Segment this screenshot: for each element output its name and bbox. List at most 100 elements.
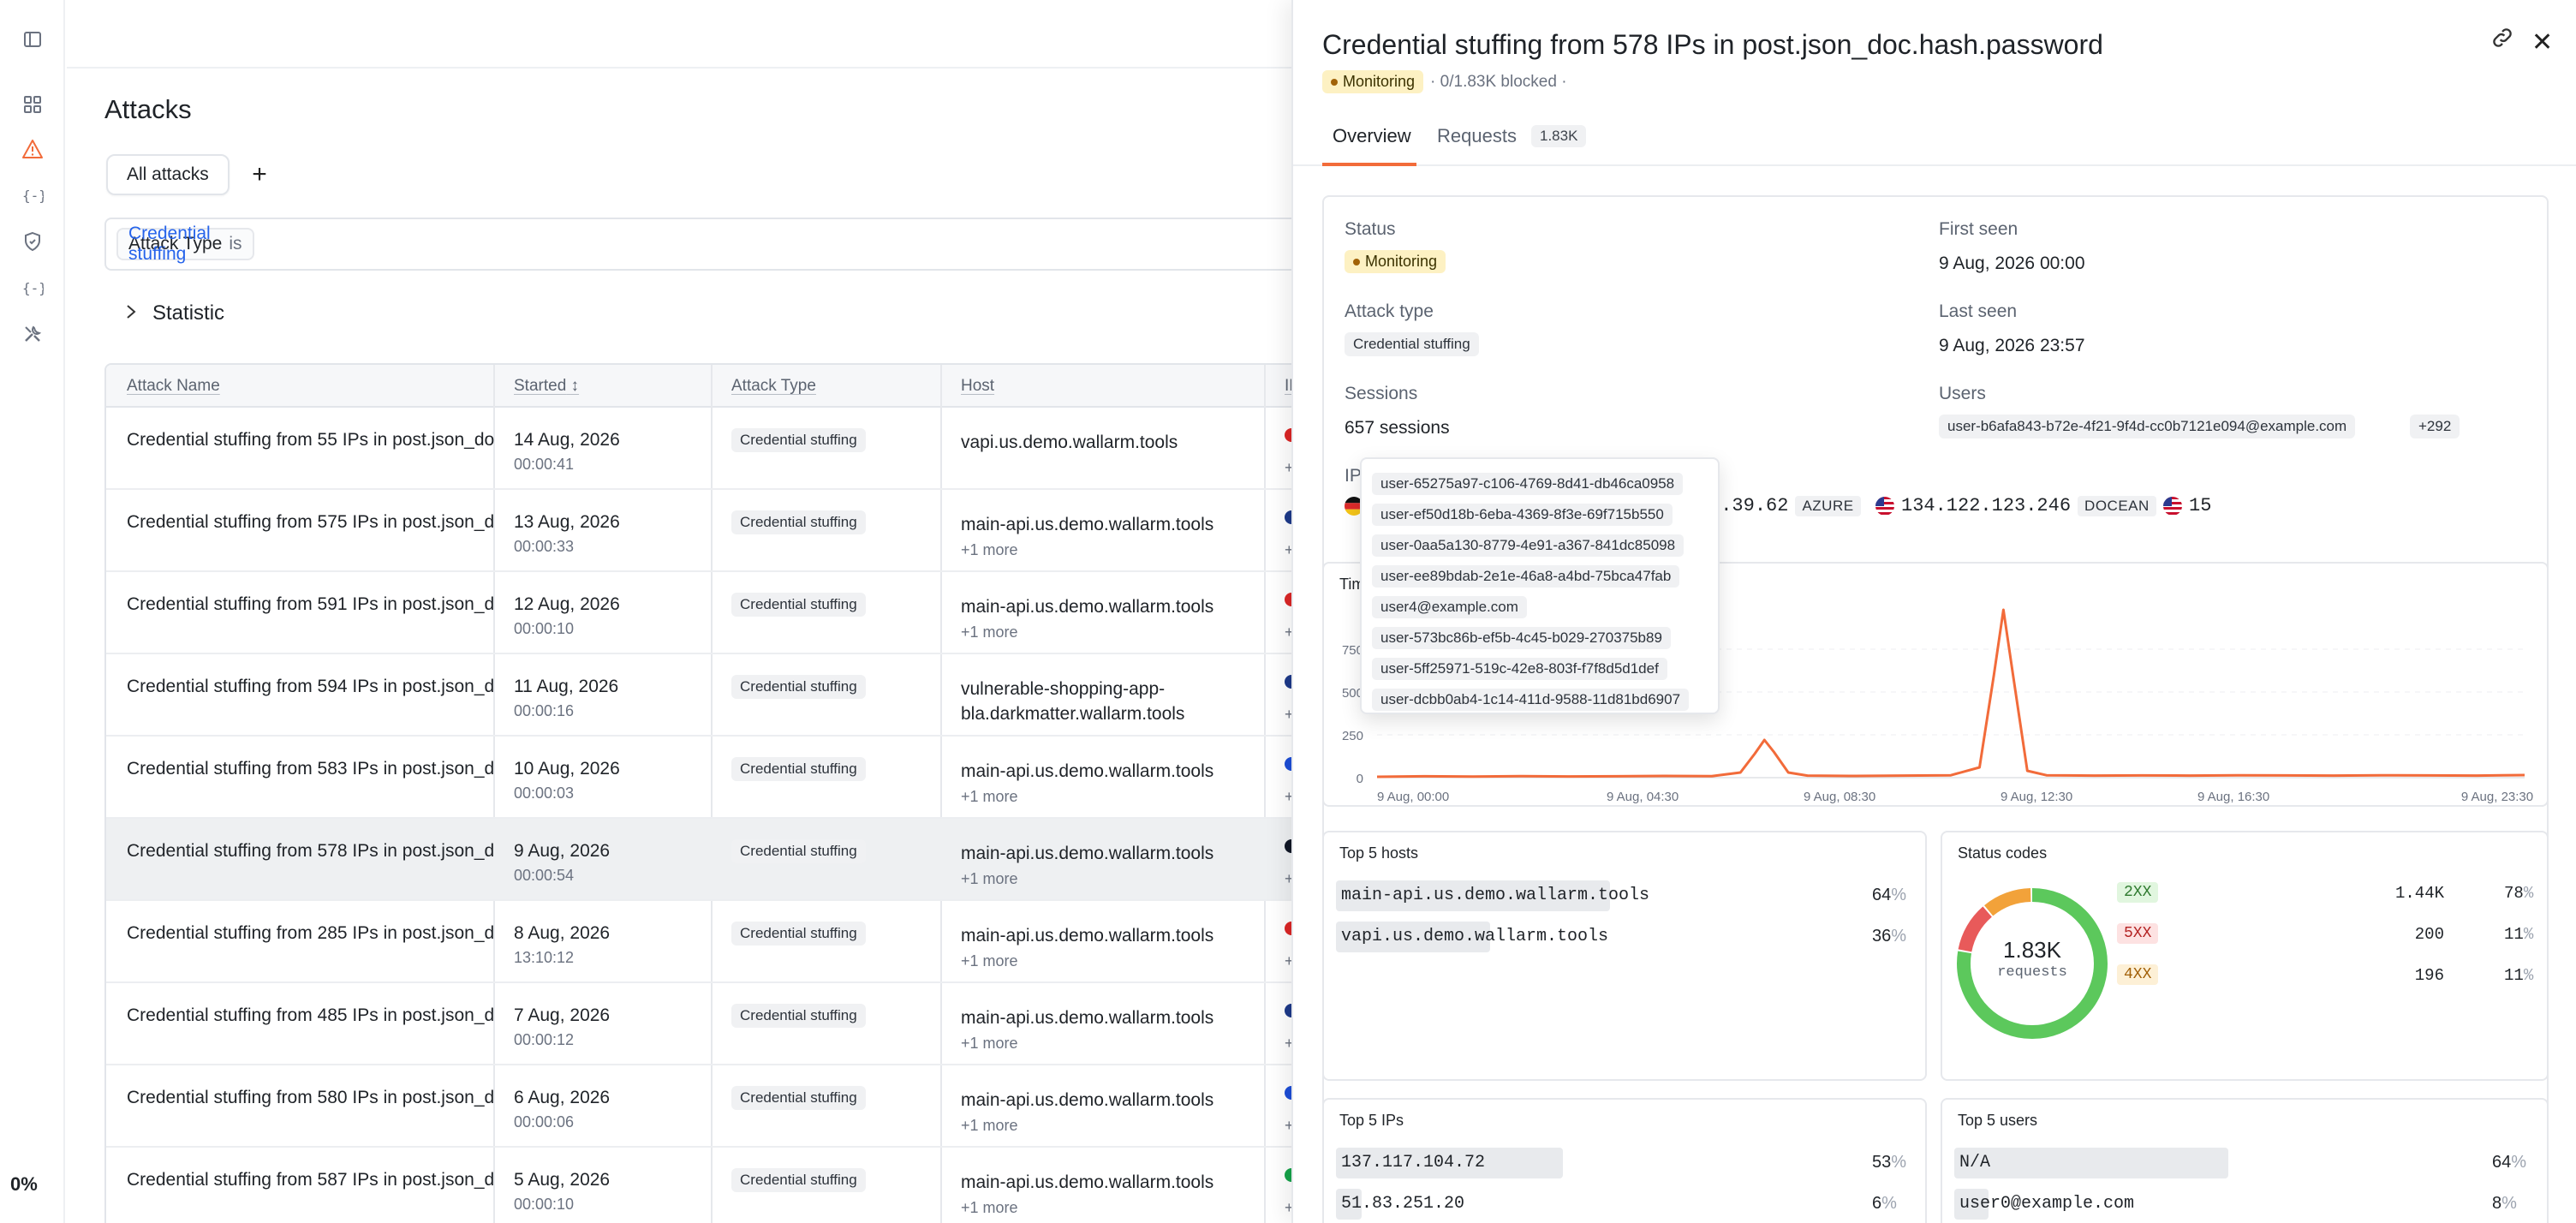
close-icon[interactable]: ✕: [2531, 28, 2554, 57]
tools-icon[interactable]: [19, 320, 46, 348]
attack-name[interactable]: Credential stuffing from 583 IPs in post…: [127, 759, 495, 779]
ip-more[interactable]: +: [1285, 541, 1294, 558]
dashboard-grid-icon[interactable]: [19, 91, 46, 118]
flag-us-icon: [1875, 496, 1894, 516]
user-chip[interactable]: user-ef50d18b-6eba-4369-8f3e-69f715b550: [1372, 504, 1673, 526]
attack-name[interactable]: Credential stuffing from 575 IPs in post…: [127, 512, 495, 532]
table-row[interactable]: Credential stuffing from 587 IPs in post…: [106, 1148, 1387, 1223]
user-chip[interactable]: user-5ff25971-519c-42e8-803f-f7f8d5d1def: [1372, 658, 1667, 680]
last-seen-value: 9 Aug, 2026 23:57: [1939, 336, 2085, 355]
attack-name[interactable]: Credential stuffing from 55 IPs in post.…: [127, 430, 495, 450]
user-chip[interactable]: user4@example.com: [1372, 596, 1527, 618]
bar-row[interactable]: N/A: [1954, 1148, 2434, 1178]
ip-more[interactable]: +: [1285, 788, 1294, 805]
host-name[interactable]: main-api.us.demo.wallarm.tools: [961, 597, 1214, 617]
table-header: Attack Name Started ↕ Attack Type Host I…: [106, 365, 1387, 408]
started-time: 00:00:10: [514, 1196, 575, 1213]
attack-type-label: Attack type: [1345, 301, 1434, 321]
bar-row[interactable]: user0@example.com: [1954, 1189, 2434, 1220]
users-more-chip[interactable]: +292: [2410, 415, 2460, 438]
table-row[interactable]: Credential stuffing from 583 IPs in post…: [106, 737, 1387, 819]
api-braces-icon-2[interactable]: {-}: [19, 274, 46, 301]
user-chip[interactable]: user-65275a97-c106-4769-8d41-db46ca0958: [1372, 473, 1684, 495]
sessions-value[interactable]: 657 sessions: [1345, 418, 1450, 438]
table-row[interactable]: Credential stuffing from 575 IPs in post…: [106, 490, 1387, 572]
col-host[interactable]: Host: [961, 377, 995, 395]
table-row[interactable]: Credential stuffing from 594 IPs in post…: [106, 654, 1387, 737]
col-started[interactable]: Started ↕: [514, 377, 579, 396]
tab-overview[interactable]: Overview: [1333, 125, 1411, 146]
table-row[interactable]: Credential stuffing from 580 IPs in post…: [106, 1065, 1387, 1148]
host-more-link[interactable]: +1 more: [961, 788, 1018, 805]
started-time: 00:00:33: [514, 538, 575, 555]
host-more-link[interactable]: +1 more: [961, 1035, 1018, 1052]
warning-triangle-icon[interactable]: [19, 135, 46, 163]
user-chip[interactable]: user-b6afa843-b72e-4f21-9f4d-cc0b7121e09…: [1939, 415, 2356, 438]
host-name[interactable]: main-api.us.demo.wallarm.tools: [961, 515, 1214, 534]
add-tab-button[interactable]: +: [252, 160, 267, 188]
bar-row[interactable]: 51.83.251.20: [1336, 1189, 1816, 1220]
donut-unit: requests: [1997, 964, 2067, 981]
attack-name[interactable]: Credential stuffing from 285 IPs in post…: [127, 923, 495, 943]
user-chip[interactable]: user-ee89bdab-2e1e-46a8-a4bd-75bca47fab: [1372, 565, 1680, 588]
host-more-link[interactable]: +1 more: [961, 870, 1018, 887]
progress-percent: 0%: [10, 1173, 38, 1195]
table-row[interactable]: Credential stuffing from 578 IPs in post…: [106, 819, 1387, 901]
link-icon[interactable]: [2490, 26, 2516, 51]
ip-more[interactable]: +: [1285, 1117, 1294, 1134]
bar-row[interactable]: vapi.us.demo.wallarm.tools: [1336, 922, 1816, 952]
table-row[interactable]: Credential stuffing from 285 IPs in post…: [106, 901, 1387, 983]
attack-name[interactable]: Credential stuffing from 578 IPs in post…: [127, 841, 495, 861]
ip-item[interactable]: 134.122.123.246 DOCEAN: [1875, 495, 2156, 516]
ip-more[interactable]: +: [1285, 870, 1294, 887]
ip-more[interactable]: +: [1285, 1199, 1294, 1216]
tab-all-attacks[interactable]: All attacks: [106, 154, 230, 195]
host-more-link[interactable]: +1 more: [961, 952, 1018, 969]
host-name[interactable]: vapi.us.demo.wallarm.tools: [961, 433, 1178, 452]
panel-toggle-icon[interactable]: [19, 26, 46, 53]
user-chip[interactable]: user-573bc86b-ef5b-4c45-b029-270375b89: [1372, 627, 1671, 649]
status-label: Status: [1345, 219, 1396, 239]
ip-more[interactable]: +: [1285, 623, 1294, 641]
col-attack-type[interactable]: Attack Type: [731, 377, 816, 395]
host-name[interactable]: main-api.us.demo.wallarm.tools: [961, 1172, 1214, 1192]
attack-name[interactable]: Credential stuffing from 594 IPs in post…: [127, 677, 495, 696]
ip-more[interactable]: +: [1285, 459, 1294, 476]
host-name[interactable]: main-api.us.demo.wallarm.tools: [961, 844, 1214, 863]
attack-name[interactable]: Credential stuffing from 591 IPs in post…: [127, 594, 495, 614]
filter-chip[interactable]: Attack Type is Credential stuffing: [116, 224, 254, 264]
status-codes-donut: [1957, 888, 2108, 1039]
table-row[interactable]: Credential stuffing from 55 IPs in post.…: [106, 408, 1387, 490]
top-hosts-card: Top 5 hosts main-api.us.demo.wallarm.too…: [1322, 831, 1927, 1081]
host-name[interactable]: main-api.us.demo.wallarm.tools: [961, 926, 1214, 946]
shield-icon[interactable]: [19, 228, 46, 255]
host-name[interactable]: main-api.us.demo.wallarm.tools: [961, 1090, 1214, 1110]
api-braces-icon[interactable]: {-}: [19, 182, 46, 209]
col-attack-name[interactable]: Attack Name: [127, 377, 220, 395]
attack-name[interactable]: Credential stuffing from 485 IPs in post…: [127, 1005, 495, 1025]
filter-bar[interactable]: Attack Type is Credential stuffing: [104, 218, 1389, 271]
statistic-toggle[interactable]: Statistic: [125, 301, 224, 325]
ip-more[interactable]: +: [1285, 706, 1294, 723]
host-more-link[interactable]: +1 more: [961, 1199, 1018, 1216]
host-more-link[interactable]: +1 more: [961, 541, 1018, 558]
bar-row[interactable]: main-api.us.demo.wallarm.tools: [1336, 880, 1816, 911]
user-chip[interactable]: user-0aa5a130-8779-4e91-a367-841dc85098: [1372, 534, 1685, 557]
status-code-percent-value: 11: [2504, 966, 2524, 985]
host-name[interactable]: main-api.us.demo.wallarm.tools: [961, 761, 1214, 781]
tab-requests[interactable]: Requests: [1437, 125, 1517, 146]
ip-more[interactable]: +: [1285, 952, 1294, 969]
host-name[interactable]: vulnerable-shopping-app-bla.darkmatter.w…: [961, 679, 1185, 724]
user-chip[interactable]: user-dcbb0ab4-1c14-411d-9588-11d81bd6907: [1372, 689, 1690, 711]
attack-name[interactable]: Credential stuffing from 580 IPs in post…: [127, 1088, 495, 1107]
table-row[interactable]: Credential stuffing from 591 IPs in post…: [106, 572, 1387, 654]
host-name[interactable]: main-api.us.demo.wallarm.tools: [961, 1008, 1214, 1028]
ip-more[interactable]: +: [1285, 1035, 1294, 1052]
host-more-link[interactable]: +1 more: [961, 623, 1018, 641]
bar-row[interactable]: 137.117.104.72: [1336, 1148, 1816, 1178]
attack-name[interactable]: Credential stuffing from 587 IPs in post…: [127, 1170, 495, 1190]
ip-item[interactable]: 15: [2163, 495, 2211, 516]
table-row[interactable]: Credential stuffing from 485 IPs in post…: [106, 983, 1387, 1065]
started-date: 14 Aug, 2026: [514, 430, 620, 450]
host-more-link[interactable]: +1 more: [961, 1117, 1018, 1134]
